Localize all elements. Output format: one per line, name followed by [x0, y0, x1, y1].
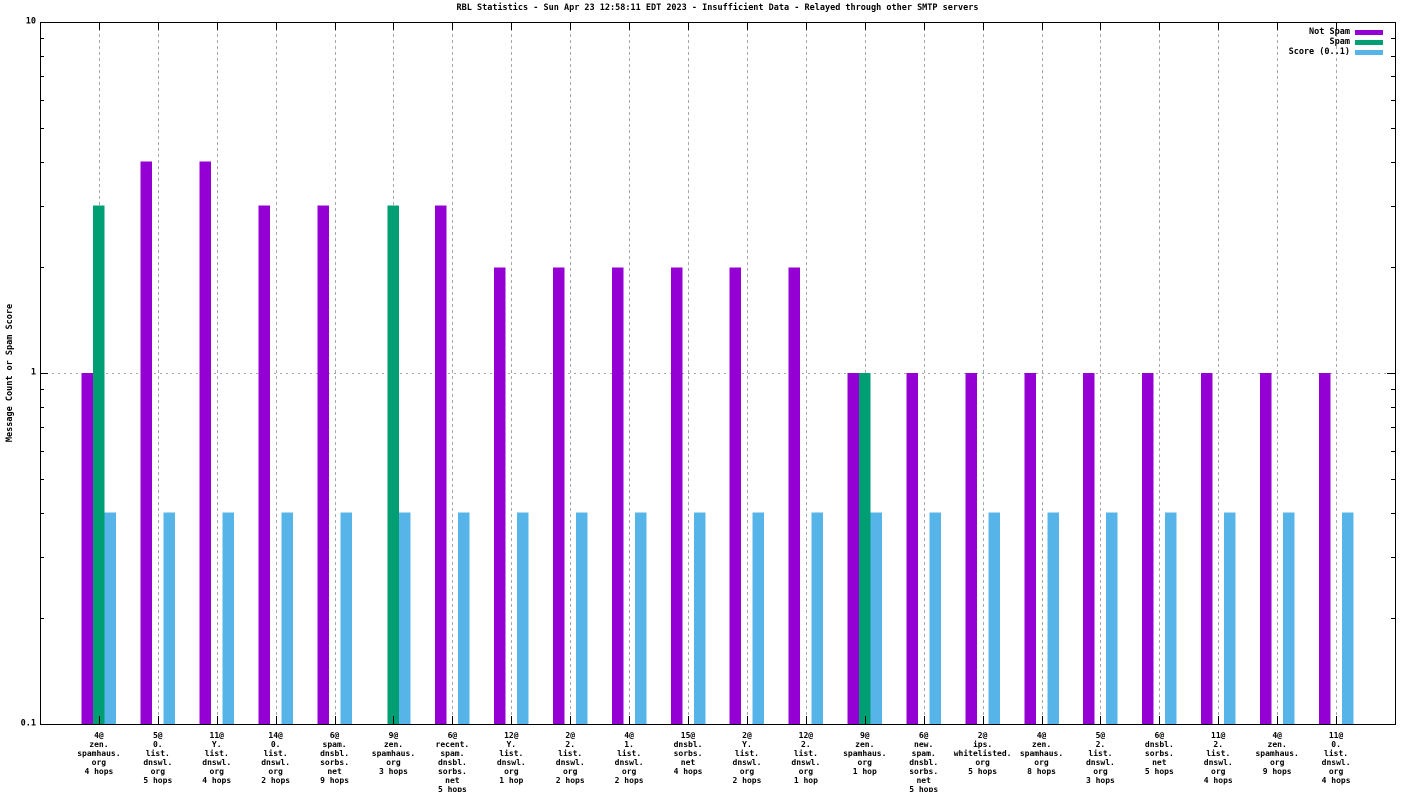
bar-score-0-1-12	[811, 512, 824, 724]
x-category-label-1: 5@ 0. list. dnswl. org 5 hops	[143, 731, 173, 785]
bar-not-spam-20	[1259, 373, 1272, 724]
bar-score-0-1-0	[104, 512, 117, 724]
bar-score-0-1-21	[1341, 512, 1354, 724]
bar-not-spam-10	[670, 267, 683, 724]
bar-score-0-1-19	[1224, 512, 1236, 724]
bar-score-0-1-3	[281, 512, 293, 724]
x-category-label-20: 4@ zen. spamhaus. org 9 hops	[1255, 731, 1299, 776]
bar-not-spam-19	[1201, 373, 1213, 724]
x-category-label-12: 12@ 2. list. dnswl. org 1 hop	[791, 731, 821, 785]
legend-swatch-spam	[1355, 39, 1383, 45]
x-category-label-7: 12@ Y. list. dnswl. org 1 hop	[496, 731, 526, 785]
bar-not-spam-13	[847, 373, 859, 724]
x-category-label-18: 6@ dnsbl. sorbs. net 5 hops	[1144, 731, 1174, 776]
bar-score-0-1-6	[458, 512, 470, 724]
bar-not-spam-14	[906, 373, 918, 724]
x-category-label-6: 6@ recent. spam. dnsbl. sorbs. net 5 hop…	[435, 731, 470, 792]
bar-not-spam-8	[553, 267, 565, 724]
x-category-label-10: 15@ dnsbl. sorbs. net 4 hops	[673, 731, 703, 776]
bar-score-0-1-20	[1282, 512, 1295, 724]
bar-not-spam-9	[611, 267, 624, 724]
bar-spam-0	[93, 205, 105, 724]
bar-score-0-1-10	[693, 512, 706, 724]
legend-swatch-not-spam	[1355, 29, 1383, 35]
x-category-label-5: 9@ zen. spamhaus. org 3 hops	[371, 731, 416, 776]
bar-spam-13	[859, 373, 871, 724]
x-category-label-13: 9@ zen. spamhaus. org 1 hop	[843, 731, 887, 776]
y-tick-label-1: 1	[30, 367, 36, 378]
chart-title: RBL Statistics - Sun Apr 23 12:58:11 EDT…	[456, 3, 979, 13]
x-category-label-14: 6@ new. spam. dnsbl. sorbs. net 5 hops	[909, 731, 939, 792]
bar-score-0-1-1	[163, 512, 176, 724]
y-tick-label-0.1: 0.1	[20, 718, 36, 729]
bar-score-0-1-15	[988, 512, 1000, 724]
bar-score-0-1-14	[929, 512, 941, 724]
bar-not-spam-2	[199, 161, 211, 724]
legend-item-score: Score (0..1)	[1289, 47, 1383, 57]
x-category-label-2: 11@ Y. list. dnswl. org 4 hops	[202, 731, 232, 785]
x-category-label-3: 14@ 0. list. dnswl. org 2 hops	[261, 731, 291, 785]
bar-not-spam-0	[81, 373, 94, 724]
bar-score-0-1-8	[576, 512, 588, 724]
legend-label-not-spam: Not Spam	[1309, 27, 1350, 37]
legend-label-score: Score (0..1)	[1288, 47, 1350, 57]
bar-score-0-1-5	[399, 512, 411, 724]
x-category-label-8: 2@ 2. list. dnswl. org 2 hops	[555, 731, 585, 785]
bar-score-0-1-16	[1047, 512, 1059, 724]
x-category-label-17: 5@ 2. list. dnswl. org 3 hops	[1085, 731, 1115, 785]
bar-not-spam-6	[435, 205, 447, 724]
x-category-label-15: 2@ ips. whitelisted. org 5 hops	[953, 731, 1012, 776]
legend: Not Spam Spam Score (0..1)	[1289, 27, 1383, 57]
x-category-label-0: 4@ zen. spamhaus. org 4 hops	[77, 731, 121, 776]
legend-swatch-score	[1355, 49, 1383, 55]
bar-spam-5	[387, 205, 400, 724]
bar-score-0-1-2	[222, 512, 234, 724]
bar-not-spam-7	[494, 267, 506, 724]
bar-not-spam-15	[965, 373, 977, 724]
legend-item-not-spam: Not Spam	[1289, 27, 1383, 37]
legend-item-spam: Spam	[1289, 37, 1383, 47]
legend-label-spam: Spam	[1329, 37, 1350, 47]
bar-score-0-1-17	[1106, 512, 1118, 724]
y-tick-label-10: 10	[25, 16, 36, 27]
bar-not-spam-12	[788, 267, 801, 724]
bar-not-spam-17	[1083, 373, 1095, 724]
x-category-label-19: 11@ 2. list. dnswl. org 4 hops	[1203, 731, 1233, 785]
bar-not-spam-4	[317, 205, 329, 724]
bar-score-0-1-4	[340, 512, 352, 724]
bar-not-spam-3	[258, 205, 270, 724]
bar-score-0-1-7	[517, 512, 529, 724]
bar-not-spam-21	[1318, 373, 1331, 724]
x-category-label-11: 2@ Y. list. dnswl. org 2 hops	[732, 731, 762, 785]
bar-score-0-1-9	[634, 512, 647, 724]
bar-score-0-1-11	[752, 512, 765, 724]
bar-score-0-1-18	[1165, 512, 1177, 724]
x-category-label-4: 6@ spam. dnsbl. sorbs. net 9 hops	[320, 731, 350, 785]
bar-not-spam-1	[140, 161, 153, 724]
bar-not-spam-11	[729, 267, 742, 724]
bar-not-spam-16	[1024, 373, 1036, 724]
x-category-label-16: 4@ zen. spamhaus. org 8 hops	[1019, 731, 1064, 776]
x-category-label-9: 4@ 1. list. dnswl. org 2 hops	[614, 731, 644, 785]
x-category-label-21: 11@ 0. list. dnswl. org 4 hops	[1321, 731, 1351, 785]
bar-score-0-1-13	[870, 512, 882, 724]
bar-not-spam-18	[1142, 373, 1154, 724]
